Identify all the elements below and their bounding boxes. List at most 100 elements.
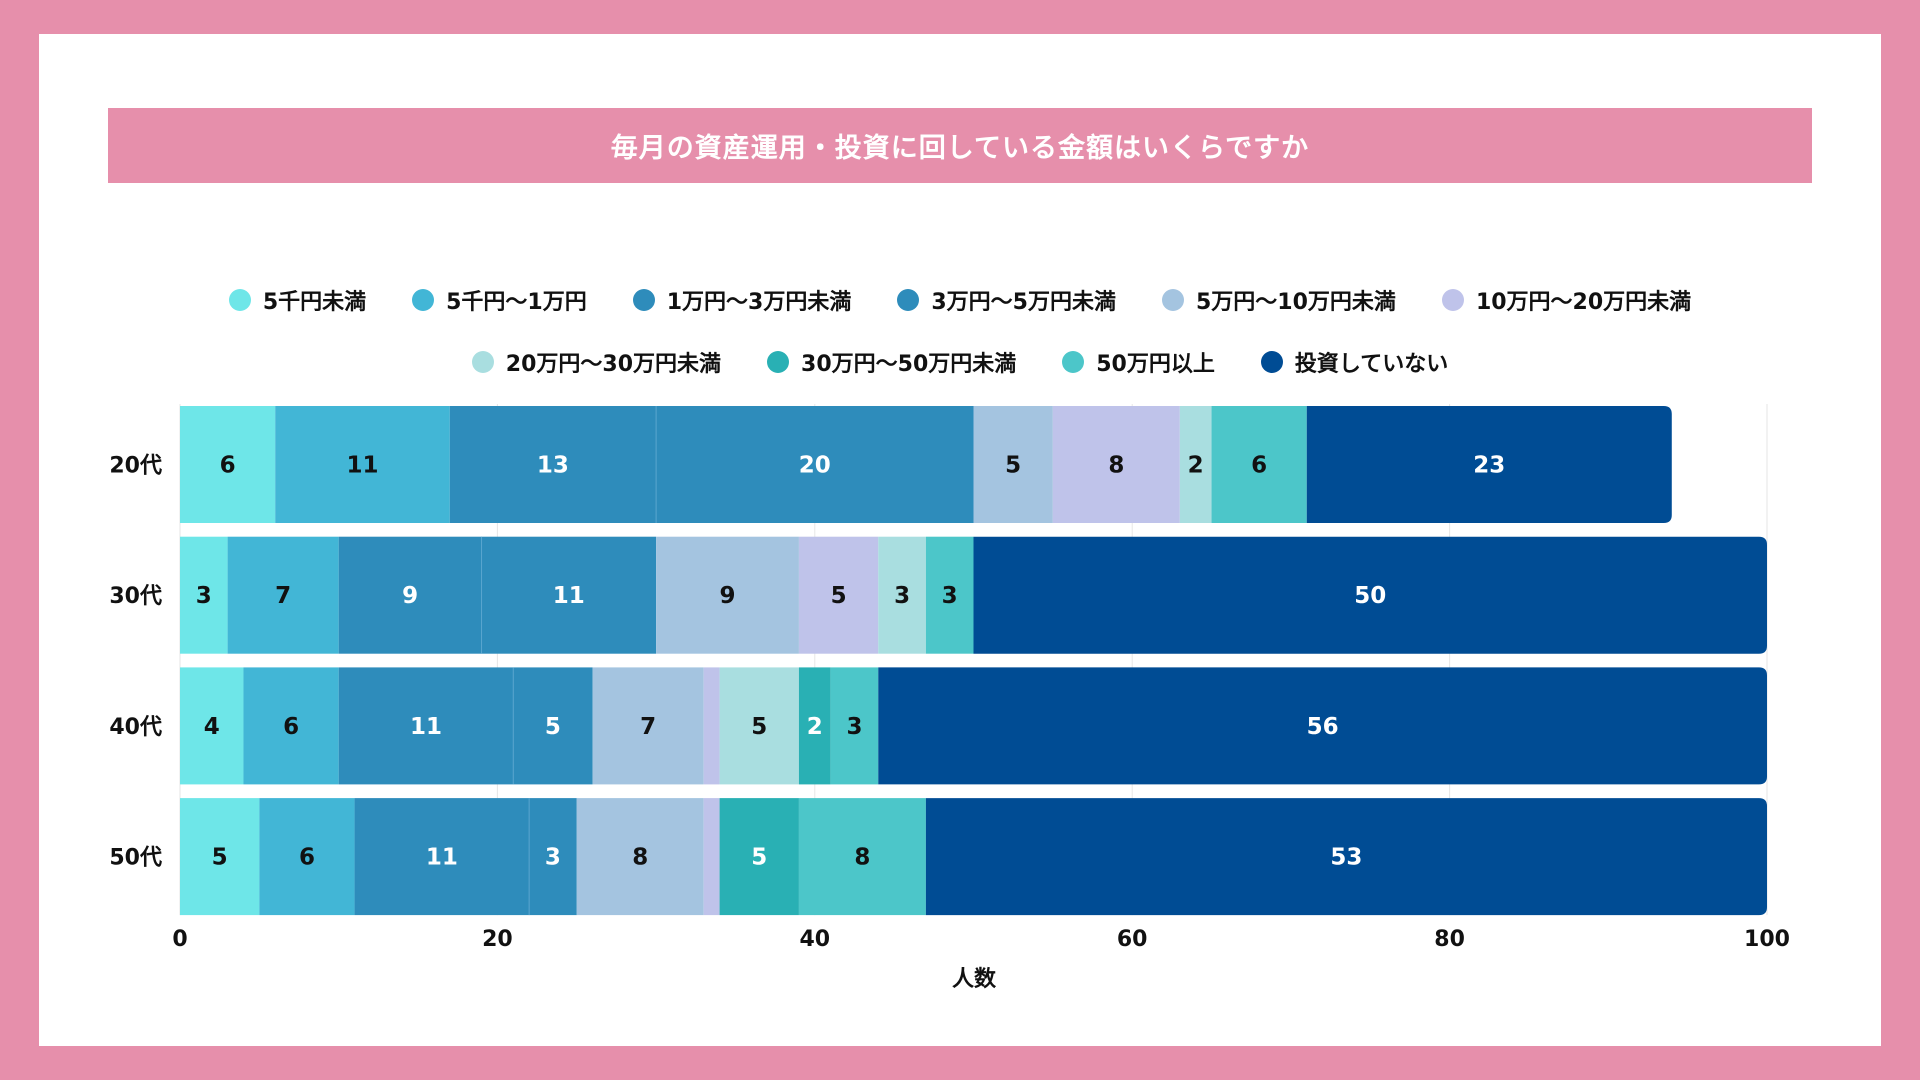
- bar-segment: [878, 667, 1767, 785]
- y-category-label: 50代: [109, 846, 162, 871]
- bar-segment: [338, 536, 482, 654]
- bar-segment: [180, 536, 228, 654]
- segment-value-label: 50: [1354, 583, 1386, 609]
- legend-item: 1万円〜3万円未満: [632, 284, 851, 316]
- bar-segment: [275, 406, 450, 523]
- legend-item: 5千円〜1万円: [412, 284, 587, 316]
- bar-segment: [243, 667, 339, 785]
- bar-segment: [592, 667, 704, 785]
- segment-value-label: 8: [1108, 453, 1124, 479]
- category-labels: 20代 30代 40代 50代: [109, 454, 162, 871]
- bar-segment: [180, 667, 244, 785]
- legend-swatch-icon: [897, 289, 920, 311]
- legend-row-2: 20万円〜30万円未満 30万円〜50万円未満 50万円以上 投資していない: [0, 346, 1920, 378]
- segment-value-label: 2: [1188, 453, 1204, 479]
- legend-label: 30万円〜50万円未満: [801, 352, 1017, 377]
- segment-value-label: 9: [402, 583, 418, 609]
- bar-segment: [354, 798, 530, 916]
- legend-swatch-icon: [767, 351, 790, 373]
- legend-item: 投資していない: [1260, 346, 1449, 378]
- bar-segment: [1306, 406, 1672, 523]
- segment-value-label: 56: [1307, 714, 1339, 740]
- bar-segment: [338, 667, 514, 785]
- bar-segment: [830, 667, 879, 785]
- segment-value-label: 11: [426, 845, 458, 871]
- segment-value-label: 6: [220, 453, 236, 479]
- bar-segment: [529, 798, 577, 916]
- segment-value-label: 8: [854, 845, 870, 871]
- bar-segment: [973, 406, 1053, 523]
- segment-value-label: 11: [410, 714, 442, 740]
- legend-swatch-icon: [471, 351, 494, 373]
- segment-value-label: 5: [751, 845, 767, 871]
- chart-title: 毎月の資産運用・投資に回している金額はいくらですか: [610, 133, 1310, 164]
- legend-item: 5万円〜10万円未満: [1162, 284, 1396, 316]
- segment-value-label: 4: [204, 714, 220, 740]
- bar-segment: [925, 798, 1767, 916]
- segment-value-label: 5: [751, 714, 767, 740]
- legend-label: 5万円〜10万円未満: [1196, 290, 1396, 315]
- legend-swatch-icon: [1062, 351, 1085, 373]
- bar-segment: [1211, 406, 1307, 523]
- segment-value-label: 7: [275, 583, 291, 609]
- legend-item: 10万円〜20万円未満: [1441, 284, 1692, 316]
- bar-segment: [798, 536, 879, 654]
- segment-value-label: 6: [283, 714, 299, 740]
- legend-swatch-icon: [412, 289, 435, 311]
- legend-label: 5千円〜1万円: [446, 290, 587, 315]
- segment-value-label: 6: [1251, 453, 1267, 479]
- segment-value-label: 9: [720, 583, 736, 609]
- bar-segment: [481, 536, 657, 654]
- y-category-label: 20代: [109, 454, 162, 479]
- legend-label: 20万円〜30万円未満: [505, 352, 722, 377]
- bar-segment: [703, 798, 720, 916]
- bar-segment: [703, 667, 720, 785]
- bar-segment: [227, 536, 339, 654]
- segment-value-label: 5: [1005, 453, 1021, 479]
- legend-label: 10万円〜20万円未満: [1475, 290, 1692, 315]
- segment-value-label: 5: [212, 845, 228, 871]
- bar-segment: [719, 798, 799, 916]
- bar-segment: [925, 536, 974, 654]
- segment-value-label: 3: [545, 845, 561, 871]
- segment-value-label: 5: [545, 714, 561, 740]
- bar-segment: [1052, 406, 1180, 523]
- bar-segment: [449, 406, 657, 523]
- legend-swatch-icon: [228, 289, 251, 311]
- legend-label: 投資していない: [1294, 352, 1449, 377]
- title-banner: 毎月の資産運用・投資に回している金額はいくらですか: [108, 108, 1812, 183]
- y-category-label: 40代: [109, 715, 162, 740]
- segment-value-label: 3: [942, 583, 958, 609]
- segment-value-label: 11: [553, 583, 585, 609]
- x-tick-labels: 0 20 40 60 80 100: [172, 927, 1790, 952]
- segment-value-label: 8: [632, 845, 648, 871]
- legend-item: 3万円〜5万円未満: [897, 284, 1116, 316]
- legend-item: 50万円以上: [1062, 346, 1215, 378]
- bar-segment: [576, 798, 704, 916]
- segment-value-label: 7: [640, 714, 656, 740]
- legend-label: 3万円〜5万円未満: [931, 290, 1116, 315]
- legend-swatch-icon: [1162, 289, 1184, 311]
- segment-value-label: 6: [299, 845, 315, 871]
- segment-value-label: 53: [1330, 845, 1362, 871]
- legend-item: 20万円〜30万円未満: [471, 346, 722, 378]
- segment-value-label: 20: [799, 453, 831, 479]
- bar-segment: [180, 406, 276, 523]
- bar-segment: [513, 667, 593, 785]
- legend-label: 5千円未満: [262, 290, 367, 315]
- bar-segment: [1179, 406, 1212, 523]
- bar-segment: [719, 667, 799, 785]
- x-tick-label: 60: [1117, 927, 1148, 952]
- legend-label: 50万円以上: [1096, 352, 1215, 377]
- x-axis-title: 人数: [952, 966, 997, 992]
- segment-value-label: 3: [894, 583, 910, 609]
- legend-swatch-icon: [1260, 351, 1283, 373]
- segment-value-label: 13: [537, 453, 569, 479]
- x-tick-label: 100: [1744, 927, 1790, 952]
- x-tick-label: 40: [799, 927, 830, 952]
- bar-segment: [259, 798, 355, 916]
- bar-segment: [973, 536, 1767, 654]
- segment-value-label: 2: [807, 714, 823, 740]
- segment-value-label: 23: [1473, 453, 1505, 479]
- bar-segment: [798, 798, 926, 916]
